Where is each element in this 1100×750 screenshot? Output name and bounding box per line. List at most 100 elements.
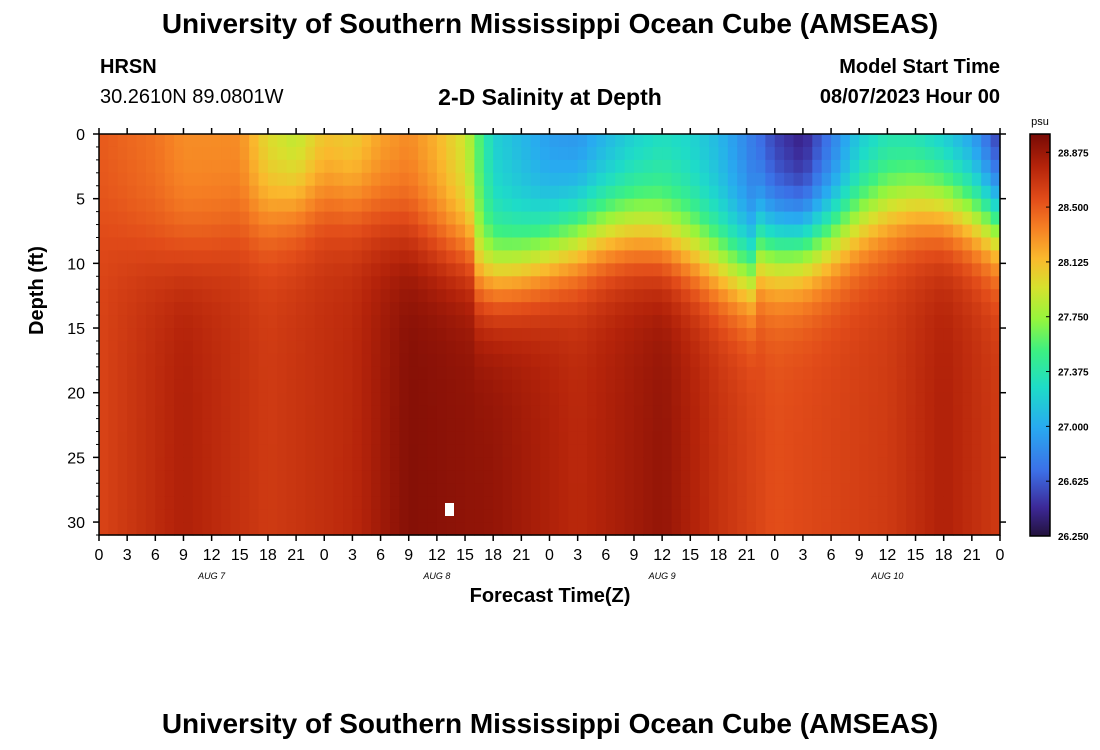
heatmap-cell xyxy=(380,302,391,316)
heatmap-cell xyxy=(521,159,532,174)
heatmap-cell xyxy=(605,522,616,536)
heatmap-cell xyxy=(558,522,569,536)
heatmap-cell xyxy=(812,328,823,342)
heatmap-cell xyxy=(211,263,222,277)
heatmap-cell xyxy=(465,431,476,446)
heatmap-cell xyxy=(849,457,860,471)
heatmap-cell xyxy=(436,263,447,277)
heatmap-cell xyxy=(183,483,194,497)
heatmap-cell xyxy=(605,418,616,433)
heatmap-cell xyxy=(352,444,363,458)
heatmap-cell xyxy=(361,250,372,264)
heatmap-cell xyxy=(286,172,297,187)
heatmap-cell xyxy=(371,405,382,420)
heatmap-cell xyxy=(981,211,992,226)
heatmap-cell xyxy=(718,237,729,252)
heatmap-cell xyxy=(765,263,776,277)
heatmap-cell xyxy=(418,211,429,226)
heatmap-cell xyxy=(183,444,194,458)
heatmap-cell xyxy=(192,457,203,471)
heatmap-cell xyxy=(530,483,541,497)
heatmap-cell xyxy=(361,353,372,368)
heatmap-cell xyxy=(737,263,748,277)
heatmap-cell xyxy=(465,224,476,239)
heatmap-cell xyxy=(474,522,485,536)
heatmap-cell xyxy=(906,470,917,484)
heatmap-cell xyxy=(953,509,964,523)
heatmap-cell xyxy=(305,340,316,355)
heatmap-cell xyxy=(643,134,654,148)
heatmap-cell xyxy=(802,522,813,536)
heatmap-cell xyxy=(343,392,354,407)
heatmap-cell xyxy=(333,470,344,484)
heatmap-cell xyxy=(962,134,973,148)
heatmap-cell xyxy=(239,392,250,407)
heatmap-cell xyxy=(389,405,400,420)
heatmap-cell xyxy=(896,302,907,316)
heatmap-cell xyxy=(727,250,738,264)
heatmap-cell xyxy=(399,431,410,446)
heatmap-cell xyxy=(774,289,785,303)
heatmap-cell xyxy=(145,315,156,329)
heatmap-cell xyxy=(662,340,673,355)
heatmap-cell xyxy=(765,328,776,342)
heatmap-cell xyxy=(183,328,194,342)
heatmap-cell xyxy=(408,522,419,536)
heatmap-cell xyxy=(511,289,522,303)
heatmap-cell xyxy=(192,185,203,200)
heatmap-cell xyxy=(164,483,175,497)
heatmap-cell xyxy=(380,418,391,433)
heatmap-cell xyxy=(418,315,429,329)
heatmap-cells xyxy=(99,134,1001,536)
heatmap-cell xyxy=(671,340,682,355)
heatmap-cell xyxy=(765,250,776,264)
heatmap-cell xyxy=(699,470,710,484)
heatmap-cell xyxy=(652,522,663,536)
heatmap-cell xyxy=(427,198,438,213)
heatmap-cell xyxy=(746,522,757,536)
heatmap-cell xyxy=(521,172,532,187)
heatmap-cell xyxy=(380,405,391,420)
heatmap-cell xyxy=(145,211,156,226)
heatmap-cell xyxy=(249,470,260,484)
heatmap-cell xyxy=(915,457,926,471)
heatmap-cell xyxy=(643,457,654,471)
heatmap-cell xyxy=(418,496,429,510)
x-tick-label: 18 xyxy=(935,547,953,564)
heatmap-cell xyxy=(446,366,457,381)
heatmap-cell xyxy=(145,522,156,536)
heatmap-cell xyxy=(389,211,400,226)
heatmap-cell xyxy=(136,405,147,420)
heatmap-cell xyxy=(784,470,795,484)
heatmap-cell xyxy=(389,353,400,368)
heatmap-cell xyxy=(286,224,297,239)
heatmap-cell xyxy=(249,483,260,497)
heatmap-cell xyxy=(427,509,438,523)
heatmap-cell xyxy=(896,405,907,420)
heatmap-cell xyxy=(314,134,325,148)
heatmap-cell xyxy=(521,134,532,148)
heatmap-cell xyxy=(784,134,795,148)
heatmap-cell xyxy=(671,405,682,420)
heatmap-cell xyxy=(962,237,973,252)
heatmap-cell xyxy=(511,172,522,187)
heatmap-cell xyxy=(493,522,504,536)
heatmap-cell xyxy=(906,159,917,174)
heatmap-cell xyxy=(793,185,804,200)
heatmap-cell xyxy=(371,392,382,407)
heatmap-cell xyxy=(108,431,119,446)
heatmap-cell xyxy=(680,444,691,458)
heatmap-cell xyxy=(615,302,626,316)
heatmap-cell xyxy=(127,457,138,471)
heatmap-cell xyxy=(906,353,917,368)
heatmap-cell xyxy=(699,315,710,329)
heatmap-cell xyxy=(408,159,419,174)
heatmap-cell xyxy=(587,444,598,458)
heatmap-cell xyxy=(802,483,813,497)
heatmap-cell xyxy=(718,483,729,497)
heatmap-cell xyxy=(840,457,851,471)
heatmap-cell xyxy=(709,379,720,394)
heatmap-cell xyxy=(465,146,476,161)
heatmap-cell xyxy=(221,444,232,458)
heatmap-cell xyxy=(690,159,701,174)
